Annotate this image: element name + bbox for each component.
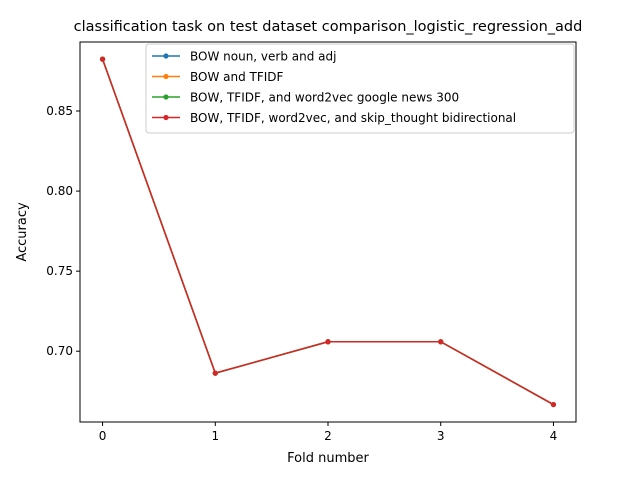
legend-label: BOW and TFIDF bbox=[190, 70, 284, 84]
plot-area bbox=[99, 56, 557, 408]
legend-marker bbox=[163, 53, 169, 59]
data-point bbox=[325, 339, 331, 345]
legend-box bbox=[145, 43, 575, 134]
y-tick-label: 0.80 bbox=[46, 184, 73, 198]
y-axis-label: Accuracy bbox=[15, 202, 30, 262]
x-tick-label: 3 bbox=[437, 429, 445, 443]
legend-label: BOW, TFIDF, and word2vec google news 300 bbox=[190, 91, 459, 105]
y-tick-label: 0.70 bbox=[46, 344, 73, 358]
x-tick-label: 4 bbox=[550, 429, 558, 443]
legend-marker bbox=[163, 114, 169, 121]
legend: BOW noun, verb and adj BOW and TFIDF BOW, … bbox=[145, 43, 575, 134]
y-tick-label: 0.85 bbox=[46, 104, 73, 118]
data-point bbox=[212, 370, 218, 376]
x-tick-label: 2 bbox=[324, 429, 332, 443]
data-point bbox=[99, 56, 106, 62]
data-point bbox=[438, 339, 444, 345]
legend-marker bbox=[163, 94, 169, 100]
y-axis-ticks: 0.70 0.75 0.80 0.85 bbox=[46, 104, 80, 358]
legend-marker bbox=[163, 73, 169, 80]
data-point bbox=[550, 401, 557, 408]
x-tick-label: 1 bbox=[211, 429, 219, 443]
chart-title: classification task on test dataset comp… bbox=[74, 19, 583, 35]
x-tick-label: 0 bbox=[99, 429, 107, 443]
y-tick-label: 0.75 bbox=[46, 264, 73, 278]
x-axis-ticks: 0 1 2 3 4 bbox=[99, 422, 558, 443]
legend-label: BOW, TFIDF, word2vec, and skip_thought b… bbox=[190, 111, 516, 125]
x-axis-label: Fold number bbox=[287, 451, 369, 466]
legend-label: BOW noun, verb and adj bbox=[190, 50, 336, 64]
